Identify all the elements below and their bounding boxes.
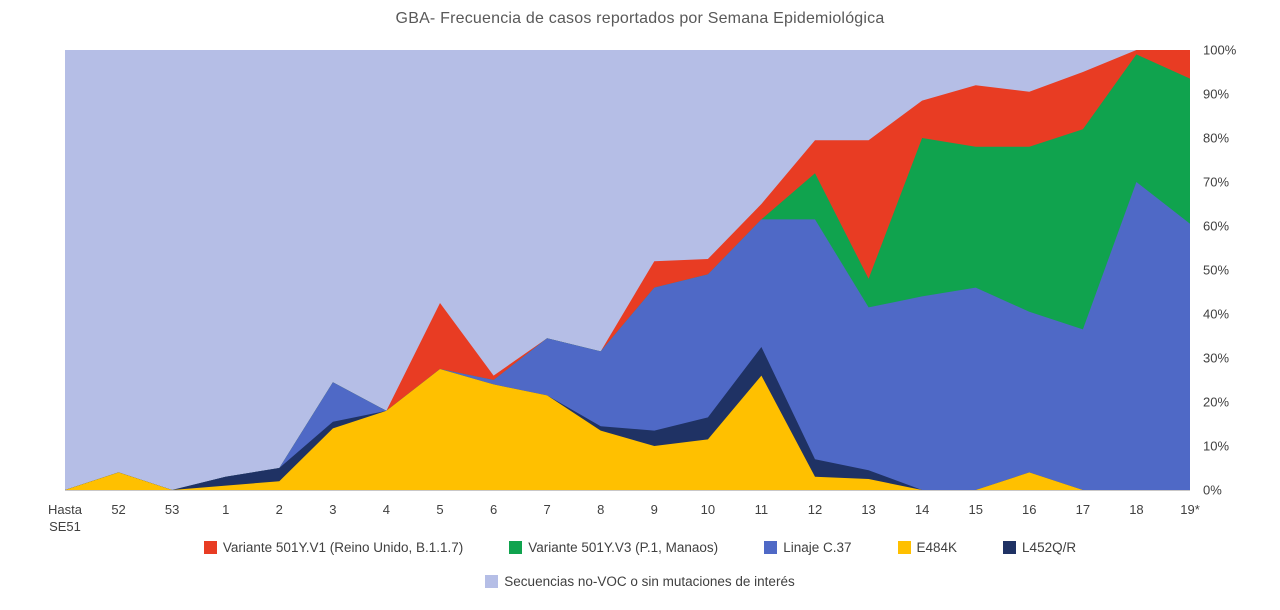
x-axis-tick-label: 19* [1180,502,1200,517]
legend-item-l452q-r: L452Q/R [1003,540,1076,555]
x-axis-tick-label: 9 [651,502,658,517]
x-axis-tick-label: 17 [1076,502,1090,517]
area-e484k [65,369,1190,490]
x-axis-tick-label: 6 [490,502,497,517]
x-axis-tick-label: 16 [1022,502,1036,517]
x-axis-tick-label: 53 [165,502,179,517]
chart-title: GBA- Frecuencia de casos reportados por … [395,10,885,27]
legend-swatch-icon [485,575,499,588]
legend-label: Variante 501Y.V3 (P.1, Manaos) [528,540,719,555]
legend-label: Secuencias no-VOC o sin mutaciones de in… [504,574,795,589]
legend-label: Linaje C.37 [783,540,852,555]
y-axis-tick-label: 10% [1203,439,1229,454]
stacked-area-plot: 0% 10% 20% 30% 40% 50% 60% 70% 80% 90% 100% Hasta SE… [48,43,1237,535]
legend-row-2: Secuencias no-VOC o sin mutaciones de in… [0,574,1280,589]
x-axis-tick-label: 3 [329,502,336,517]
x-axis-tick-label: 12 [808,502,822,517]
legend-item-variante-501y-v1-reino-unido-b-1-1-7: Variante 501Y.V1 (Reino Unido, B.1.1.7) [203,540,464,555]
x-axis-tick-label: 4 [383,502,390,517]
legend-swatch-icon [1003,541,1017,554]
x-axis-tick-label: 13 [861,502,875,517]
y-axis-tick-label: 100% [1203,43,1237,58]
x-axis-tick-label: Hasta SE51 [48,502,83,534]
legend-row-1: Variante 501Y.V1 (Reino Unido, B.1.1.7) V… [0,540,1280,555]
x-axis-tick-label: 7 [544,502,551,517]
area-linaje-c-37 [65,182,1190,490]
legend-item-e484k: E484K [897,540,958,555]
y-axis-tick-label: 0% [1203,483,1222,498]
legend-swatch-icon [764,541,778,554]
x-axis-tick-label: 5 [436,502,443,517]
legend-label: E484K [916,540,958,555]
legend-item-variante-501y-v3-p-1-manaos: Variante 501Y.V3 (P.1, Manaos) [509,540,718,555]
legend-item-secuencias-no-voc-o-sin-mutaciones-de-inter-s: Secuencias no-VOC o sin mutaciones de in… [485,574,795,589]
x-axis-tick-label: 15 [968,502,982,517]
legend-label: Variante 501Y.V1 (Reino Unido, B.1.1.7) [222,540,464,555]
y-axis-tick-label: 60% [1203,219,1229,234]
legend-swatch-icon [897,541,911,554]
x-axis-tick-label: 11 [755,502,769,517]
x-axis-tick-label: 52 [111,502,125,517]
legend-label: L452Q/R [1022,540,1077,555]
x-axis-tick-label: 8 [597,502,604,517]
legend-swatch-icon [203,541,217,554]
y-axis-tick-label: 70% [1203,175,1229,190]
legend-swatch-icon [509,541,523,554]
x-axis-tick-label: 1 [222,502,229,517]
legend-item-linaje-c-37: Linaje C.37 [764,540,852,555]
x-axis-tick-label: 10 [701,502,715,517]
x-axis-tick-label: 2 [276,502,283,517]
y-axis-tick-label: 90% [1203,87,1229,102]
y-axis-tick-label: 80% [1203,131,1229,146]
x-axis-tick-label: 18 [1129,502,1143,517]
y-axis-tick-label: 30% [1203,351,1229,366]
y-axis-tick-label: 40% [1203,307,1229,322]
x-axis-tick-label: 14 [915,502,929,517]
y-axis-tick-label: 20% [1203,395,1229,410]
y-axis-tick-label: 50% [1203,263,1229,278]
